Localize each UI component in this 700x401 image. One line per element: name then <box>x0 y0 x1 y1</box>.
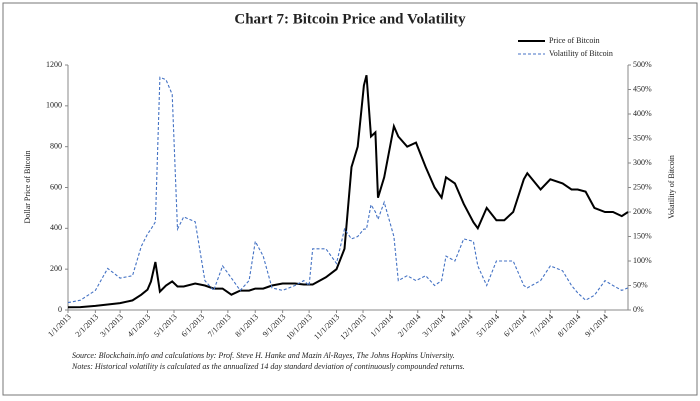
y-tick-label: 1200 <box>46 60 62 69</box>
y2-tick-label: 250% <box>633 182 652 191</box>
y2-tick-label: 200% <box>633 207 652 216</box>
source-note: Source: Blockchain.info and calculations… <box>72 351 455 360</box>
frame <box>2 2 698 396</box>
x-tick-label: 6/1/2013 <box>180 312 206 338</box>
x-tick-label: 1/1/2013 <box>46 312 72 338</box>
x-tick-label: 7/1/2013 <box>206 312 232 338</box>
x-tick-label: 10/1/2013 <box>285 312 314 341</box>
x-tick-label: 7/1/2014 <box>528 312 554 338</box>
x-tick-label: 4/1/2013 <box>126 312 152 338</box>
y-tick-label: 800 <box>50 141 62 150</box>
y-tick-label: 400 <box>50 223 62 232</box>
x-tick-label: 2/1/2013 <box>74 312 100 338</box>
x-tick-label: 9/1/2013 <box>261 312 287 338</box>
x-tick-label: 5/1/2014 <box>475 312 501 338</box>
y-tick-label: 1000 <box>46 101 62 110</box>
y2-tick-label: 50% <box>633 280 648 289</box>
legend-label: Volatility of Bitcoin <box>549 49 613 58</box>
series-line <box>67 74 629 309</box>
x-tick-label: 3/1/2013 <box>98 312 124 338</box>
y2-axis-label: Volatility of Bitcoin <box>667 155 676 219</box>
y-tick-label: 200 <box>50 264 62 273</box>
y2-tick-label: 350% <box>633 133 652 142</box>
y2-tick-label: 150% <box>633 231 652 240</box>
y-axis-label: Dollar Price of Bitcoin <box>23 150 32 223</box>
x-tick-label: 12/1/2013 <box>338 312 367 341</box>
y2-tick-label: 400% <box>633 109 652 118</box>
x-tick-label: 2/1/2014 <box>396 312 422 338</box>
y-tick-label: 600 <box>50 182 62 191</box>
x-tick-label: 9/1/2014 <box>583 312 609 338</box>
y2-tick-label: 0% <box>633 305 644 314</box>
y2-tick-label: 300% <box>633 158 652 167</box>
x-tick-label: 11/1/2013 <box>312 312 341 341</box>
x-tick-label: 5/1/2013 <box>152 312 178 338</box>
chart-title: Chart 7: Bitcoin Price and Volatility <box>234 11 466 27</box>
y2-tick-label: 450% <box>633 84 652 93</box>
footnote: Notes: Historical volatility is calculat… <box>71 362 465 371</box>
legend-label: Price of Bitcoin <box>549 36 600 45</box>
x-tick-label: 3/1/2014 <box>421 312 447 338</box>
y2-tick-label: 100% <box>633 256 652 265</box>
series-line <box>67 76 629 304</box>
y2-tick-label: 500% <box>633 60 652 69</box>
x-tick-label: 8/1/2013 <box>233 312 259 338</box>
x-tick-label: 4/1/2014 <box>448 312 474 338</box>
x-tick-label: 8/1/2014 <box>556 312 582 338</box>
x-tick-label: 1/1/2014 <box>369 312 395 338</box>
y-tick-label: 0 <box>58 305 62 314</box>
x-tick-label: 6/1/2014 <box>502 312 528 338</box>
